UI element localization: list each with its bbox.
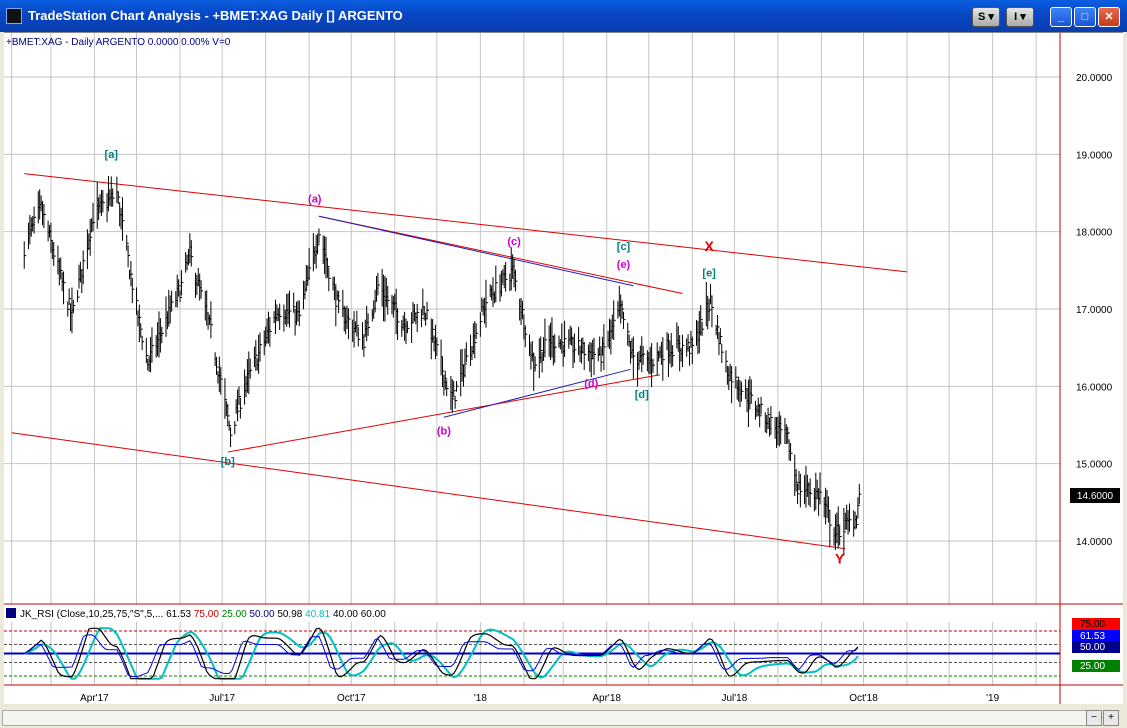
rsi-grid — [4, 622, 1060, 685]
chart-header: +BMET:XAG - Daily ARGENTO 0.0000 0.00% V… — [6, 37, 231, 48]
rsi-lines — [23, 627, 859, 680]
zoom-out-icon[interactable]: − — [1086, 710, 1102, 726]
close-icon[interactable]: ✕ — [1098, 7, 1120, 27]
rsi-legend-value: 25.00 — [222, 609, 250, 620]
rsi-signal-line — [23, 627, 859, 680]
horizontal-scrollbar[interactable] — [2, 710, 1088, 726]
blue-trendline — [443, 368, 631, 418]
price-tick-label: 18.0000 — [1076, 228, 1113, 239]
chart-window[interactable]: [a] [b] (a) (b) (c) (d) (e) [c] [d] [e] X Y 20.0000… — [4, 32, 1123, 705]
rsi-line — [23, 627, 859, 680]
trendline-triangle-top — [318, 215, 683, 295]
rsi-legend-value: 60.00 — [361, 609, 386, 620]
price-tick-label: 17.0000 — [1076, 305, 1113, 316]
rsi-axis-tag-text: 75.00 — [1080, 619, 1105, 630]
date-tick-label: Jul'18 — [721, 693, 747, 704]
date-axis: Apr'17 Jul'17 Oct'17 '18 Apr'18 Jul'18 Oct'18 '… — [4, 684, 1123, 704]
date-tick-label: Apr'18 — [592, 693, 621, 704]
wave-labels: [a] [b] (a) (b) (c) (d) (e) [c] [d] [e] X Y — [105, 149, 845, 566]
wave-label: (a) — [308, 193, 322, 205]
date-tick-label: '18 — [474, 693, 487, 704]
trendline-triangle-bottom — [227, 374, 661, 453]
last-price-value: 14.6000 — [1077, 491, 1114, 502]
blue-trendline — [318, 215, 634, 287]
price-tick-label: 16.0000 — [1076, 382, 1113, 393]
wave-label: [e] — [702, 268, 716, 280]
window-title: TradeStation Chart Analysis - +BMET:XAG … — [28, 8, 403, 23]
rsi-legend-value: 50.00 — [250, 609, 278, 620]
chart-canvas[interactable]: [a] [b] (a) (b) (c) (d) (e) [c] [d] [e] X Y 20.0000… — [4, 33, 1123, 705]
status-bar: − + — [0, 704, 1127, 728]
s-button-label: S — [978, 11, 986, 23]
rsi-axis-tag — [1072, 660, 1120, 672]
date-tick-label: Oct'18 — [849, 693, 878, 704]
s-dropdown-button[interactable]: S ▾ — [972, 7, 1000, 27]
rsi-legend-title: JK_RSI (Close,10,25,75,"S",5,... — [20, 609, 166, 620]
rsi-axis-tag — [1072, 641, 1120, 653]
rsi-legend-value: 61.53 — [166, 609, 194, 620]
zoom-in-icon[interactable]: + — [1103, 710, 1119, 726]
indicator-icon[interactable] — [6, 608, 16, 618]
wave-label: [c] — [617, 241, 631, 253]
rsi-axis-tag — [1072, 630, 1120, 642]
minimize-icon[interactable]: _ — [1050, 7, 1072, 27]
price-tick-label: 20.0000 — [1076, 73, 1113, 84]
last-price-tag — [1070, 488, 1120, 503]
price-tick-label: 14.0000 — [1076, 537, 1113, 548]
price-bars — [23, 175, 862, 556]
date-tick-label: Apr'17 — [80, 693, 109, 704]
wave-label: (b) — [437, 425, 451, 437]
trendline-upper-channel — [24, 173, 908, 273]
rsi-fast-line — [23, 634, 859, 678]
window-titlebar: TradeStation Chart Analysis - +BMET:XAG … — [0, 0, 1127, 32]
date-tick-label: Jul'17 — [209, 693, 235, 704]
rsi-axis-tag-text: 25.00 — [1080, 661, 1105, 672]
rsi-axis-tag-text: 50.00 — [1080, 642, 1105, 653]
wave-label: (c) — [507, 236, 521, 248]
trendlines[interactable] — [11, 173, 908, 550]
price-tick-label: 15.0000 — [1076, 460, 1113, 471]
i-dropdown-button[interactable]: I ▾ — [1006, 7, 1034, 27]
wave-label: [a] — [105, 149, 119, 161]
price-axis: 20.0000 19.0000 18.0000 17.0000 16.0000 15.00… — [1059, 33, 1113, 705]
wave-label: [d] — [635, 389, 649, 401]
wave-label: (e) — [617, 259, 631, 271]
date-tick-label: Oct'17 — [337, 693, 366, 704]
rsi-legend-value: 75.00 — [194, 609, 222, 620]
price-tick-label: 19.0000 — [1076, 150, 1113, 161]
i-button-label: I — [1014, 11, 1018, 23]
price-grid — [4, 33, 1060, 604]
rsi-legend: JK_RSI (Close,10,25,75,"S",5,... 61.53 7… — [20, 609, 386, 620]
date-tick-label: '19 — [986, 693, 999, 704]
rsi-legend-value: 50.98 — [277, 609, 305, 620]
maximize-icon[interactable]: □ — [1074, 7, 1096, 27]
wave-label: (d) — [584, 378, 598, 390]
rsi-axis-tag-text: 61.53 — [1080, 631, 1105, 642]
wave-label: Y — [835, 550, 845, 566]
rsi-axis-tag — [1072, 618, 1120, 630]
app-icon[interactable] — [6, 8, 22, 24]
wave-label: [b] — [221, 456, 235, 468]
rsi-legend-value: 40.00 — [333, 609, 361, 620]
rsi-legend-value: 40.81 — [305, 609, 333, 620]
wave-label: X — [704, 238, 714, 254]
trendline-lower-channel — [11, 432, 846, 550]
